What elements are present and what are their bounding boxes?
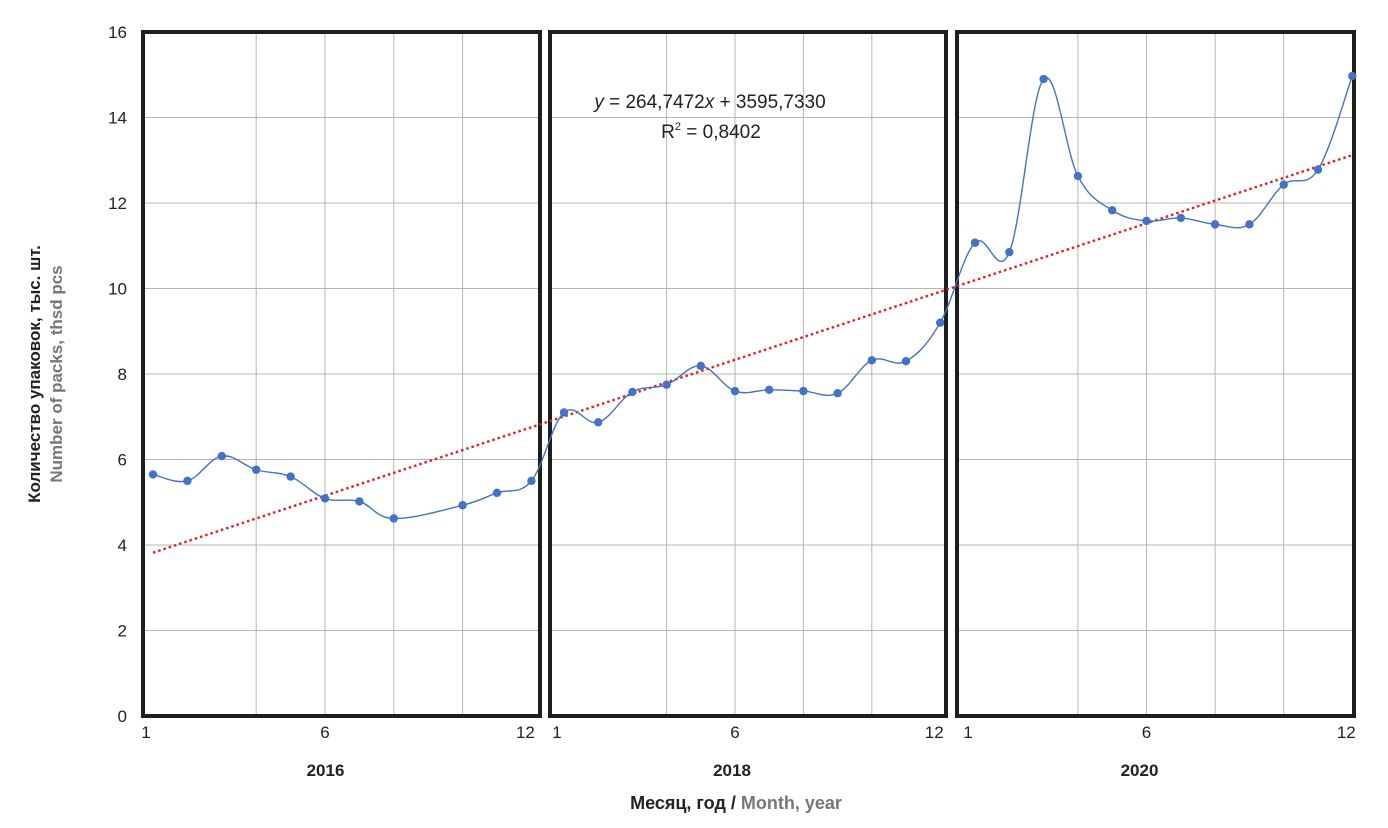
data-point-2018-3 xyxy=(628,387,637,397)
x-tick-labels: 1 6 12 1 6 12 1 6 12 xyxy=(141,723,1355,742)
y-tick-label: 10 xyxy=(108,280,127,299)
y-axis-label-ru: Количество упаковок, тыс. шт. xyxy=(25,245,44,503)
x-tick-label: 12 xyxy=(925,723,944,742)
x-tick-label: 12 xyxy=(1337,723,1356,742)
year-label: 2016 xyxy=(307,761,345,780)
data-point-2016-2 xyxy=(183,476,192,486)
data-point-2016-11 xyxy=(492,488,502,498)
y-tick-label: 16 xyxy=(108,23,127,42)
x-tick-label: 1 xyxy=(141,723,150,742)
data-point-2018-8 xyxy=(799,386,808,396)
trendline xyxy=(152,153,1353,554)
data-point-2018-6 xyxy=(730,386,740,396)
data-point-2016-6 xyxy=(320,494,330,503)
data-point-2020-4 xyxy=(1073,171,1083,181)
data-series xyxy=(148,71,1357,523)
y-axis-label-en: Number of packs, thsd pcs xyxy=(47,265,66,482)
panel-frame-2016 xyxy=(141,30,542,718)
data-point-2020-1 xyxy=(970,238,980,247)
y-tick-label: 0 xyxy=(118,707,127,726)
x-tick-label: 1 xyxy=(552,723,561,742)
y-tick-label: 4 xyxy=(118,536,127,555)
y-tick-label: 14 xyxy=(108,109,127,128)
x-tick-label: 6 xyxy=(1142,723,1151,742)
x-tick-label: 12 xyxy=(516,723,535,742)
x-axis-label-en: Month, year xyxy=(741,793,842,813)
data-point-2016-3 xyxy=(217,451,226,461)
x-axis-label-ru: Месяц, год xyxy=(630,793,726,813)
data-point-2016-12 xyxy=(527,476,536,486)
x-tick-label: 6 xyxy=(730,723,739,742)
y-tick-labels: 0 2 4 6 8 10 12 14 16 xyxy=(108,23,127,726)
data-point-2020-6 xyxy=(1142,216,1151,226)
data-point-2020-10 xyxy=(1279,180,1288,189)
year-panels xyxy=(141,30,1356,718)
panel-frame-2020 xyxy=(955,30,1356,718)
data-point-2018-10 xyxy=(867,356,876,365)
grid-lines xyxy=(143,31,1354,717)
y-tick-label: 8 xyxy=(118,365,127,384)
data-point-2020-3 xyxy=(1039,74,1048,84)
data-point-2018-5 xyxy=(696,361,705,371)
year-label: 2020 xyxy=(1121,761,1159,780)
y-tick-label: 2 xyxy=(118,622,127,641)
data-point-2016-8 xyxy=(389,514,398,523)
x-tick-label: 6 xyxy=(320,723,329,742)
data-point-2020-5 xyxy=(1108,206,1117,215)
year-labels: 2016 2018 2020 xyxy=(307,761,1159,780)
data-point-2018-7 xyxy=(765,385,774,395)
data-point-2016-4 xyxy=(252,465,261,474)
data-point-2020-12 xyxy=(1348,71,1357,81)
data-point-2016-1 xyxy=(148,470,158,479)
data-point-2018-2 xyxy=(594,418,603,427)
y-tick-label: 6 xyxy=(118,451,127,470)
data-point-2018-9 xyxy=(833,389,842,398)
data-point-2016-5 xyxy=(286,472,295,481)
trend-equation: y = 264,7472x + 3595,7330 xyxy=(592,92,825,113)
data-point-2018-12 xyxy=(936,318,945,327)
x-tick-label: 1 xyxy=(963,723,972,742)
data-point-2020-2 xyxy=(1005,247,1014,257)
data-point-2020-9 xyxy=(1245,220,1254,229)
y-tick-label: 12 xyxy=(108,194,127,213)
x-axis-label: Месяц, год / Month, year xyxy=(630,793,842,813)
data-point-2020-7 xyxy=(1176,213,1186,223)
panel-frame-2018 xyxy=(548,30,948,718)
data-point-2018-4 xyxy=(662,380,671,389)
data-point-2018-11 xyxy=(901,356,911,366)
data-point-2020-8 xyxy=(1210,220,1220,229)
r-squared: R2 = 0,8402 xyxy=(661,121,761,143)
year-label: 2018 xyxy=(713,761,751,780)
trendline-line xyxy=(152,153,1353,554)
data-point-2016-7 xyxy=(355,497,364,506)
y-axis-label: Количество упаковок, тыс. шт. Number of … xyxy=(25,245,66,503)
data-point-2020-11 xyxy=(1313,165,1323,174)
data-point-2018-1 xyxy=(559,408,569,417)
data-point-2016-10 xyxy=(458,501,467,510)
